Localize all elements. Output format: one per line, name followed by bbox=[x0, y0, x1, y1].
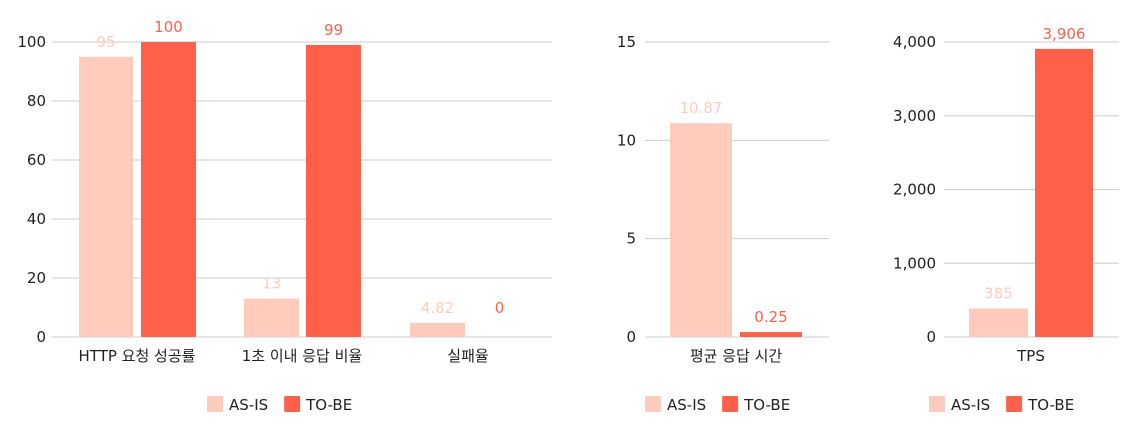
legend-swatch-to-be bbox=[722, 396, 739, 412]
bar-as-is bbox=[410, 322, 465, 337]
data-label: 13 bbox=[262, 275, 281, 293]
bar-as-is bbox=[969, 308, 1028, 337]
data-label: 385 bbox=[984, 285, 1013, 303]
data-label: 0.25 bbox=[754, 308, 787, 326]
legend-swatch-as-is bbox=[645, 396, 661, 412]
legend-swatch-as-is bbox=[207, 396, 223, 412]
y-tick-label: 80 bbox=[27, 92, 46, 110]
bar-as-is bbox=[244, 298, 299, 337]
y-tick-label: 60 bbox=[27, 151, 46, 169]
legend-label-to-be: TO-BE bbox=[1027, 396, 1074, 414]
y-tick-label: 20 bbox=[27, 269, 46, 287]
bar-to-be bbox=[141, 42, 196, 337]
y-tick-label: 0 bbox=[926, 328, 936, 346]
legend-label-as-is: AS-IS bbox=[229, 396, 268, 414]
y-tick-label: 10 bbox=[617, 131, 636, 149]
data-label: 95 bbox=[96, 33, 115, 51]
data-label: 4.82 bbox=[421, 299, 454, 317]
data-label: 99 bbox=[324, 21, 343, 39]
y-tick-label: 3,000 bbox=[893, 107, 936, 125]
y-tick-label: 15 bbox=[617, 33, 636, 51]
category-label: HTTP 요청 성공률 bbox=[79, 347, 196, 365]
data-label: 0 bbox=[495, 299, 505, 317]
y-tick-label: 5 bbox=[626, 230, 636, 248]
legend-swatch-to-be bbox=[284, 396, 301, 412]
y-tick-label: 100 bbox=[17, 33, 46, 51]
legend-label-to-be: TO-BE bbox=[305, 396, 352, 414]
data-label: 100 bbox=[154, 18, 183, 36]
bar-to-be bbox=[1035, 48, 1093, 338]
category-label: 1초 이내 응답 비율 bbox=[242, 347, 362, 365]
category-label: TPS bbox=[1016, 347, 1045, 365]
legend-swatch-to-be bbox=[1006, 396, 1023, 412]
legend-label-as-is: AS-IS bbox=[951, 396, 990, 414]
category-label: 평균 응답 시간 bbox=[690, 347, 783, 365]
bar-as-is bbox=[670, 123, 732, 338]
bar-as-is bbox=[79, 56, 133, 337]
legend-swatch-as-is bbox=[929, 396, 945, 412]
y-tick-label: 2,000 bbox=[893, 181, 936, 199]
y-tick-label: 0 bbox=[626, 328, 636, 346]
y-tick-label: 40 bbox=[27, 210, 46, 228]
legend-label-as-is: AS-IS bbox=[667, 396, 706, 414]
bar-to-be bbox=[740, 332, 802, 337]
y-tick-label: 1,000 bbox=[893, 254, 936, 272]
data-label: 3,906 bbox=[1043, 25, 1086, 43]
data-label: 10.87 bbox=[680, 99, 723, 117]
category-label: 실패율 bbox=[447, 347, 488, 365]
legend-label-to-be: TO-BE bbox=[743, 396, 790, 414]
bar-to-be bbox=[306, 44, 361, 337]
y-tick-label: 4,000 bbox=[893, 33, 936, 51]
y-tick-label: 0 bbox=[36, 328, 46, 346]
